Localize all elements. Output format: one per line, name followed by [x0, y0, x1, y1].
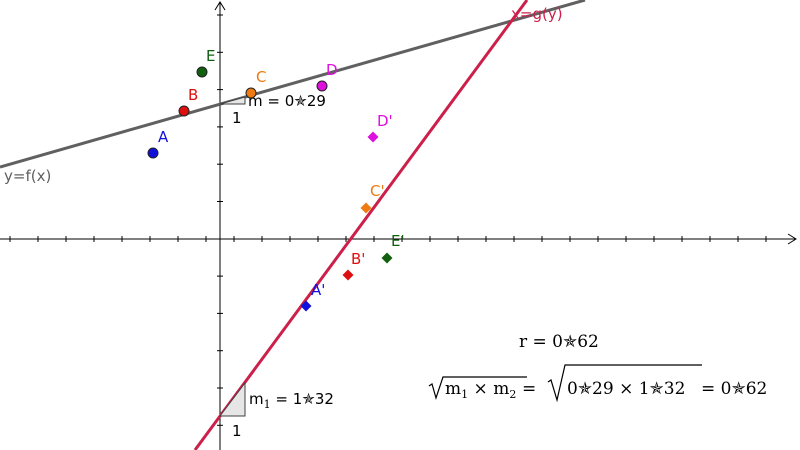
point-B[interactable]: [178, 105, 190, 117]
point-A[interactable]: [147, 147, 159, 159]
point-C[interactable]: [245, 87, 257, 99]
x-axis-arrow-icon: [787, 233, 797, 245]
sqrt-right-radical: [547, 364, 702, 403]
r-value-text: r = 0✯62: [519, 332, 599, 352]
point-label-C: C: [256, 68, 266, 86]
line-g-label: x=g(y): [511, 5, 563, 23]
point-E-prime[interactable]: [381, 252, 393, 264]
point-label-B-prime: B': [351, 250, 365, 268]
point-label-D-prime: D': [377, 112, 393, 130]
formula-equals-1: =: [522, 379, 536, 399]
point-label-A-prime: A': [311, 281, 325, 299]
point-B-prime[interactable]: [342, 269, 354, 281]
point-E[interactable]: [196, 66, 208, 78]
y-axis-arrow-icon: [214, 1, 226, 11]
line-f[interactable]: [0, 0, 586, 169]
slope-g-run-label: 1: [232, 422, 242, 440]
point-label-B: B: [188, 86, 198, 104]
point-D[interactable]: [316, 80, 328, 92]
point-D-prime[interactable]: [367, 131, 379, 143]
y-axis-ticks: [217, 14, 223, 426]
point-A-prime[interactable]: [300, 300, 312, 312]
sqrt-left-content: m1 × m2: [445, 379, 516, 401]
line-g[interactable]: [193, 0, 529, 450]
slope-f-run-label: 1: [232, 109, 242, 127]
point-C-prime[interactable]: [360, 202, 372, 214]
x-axis-ticks: [9, 236, 767, 242]
point-label-A: A: [158, 128, 169, 146]
line-f-label: y=f(x): [4, 167, 51, 185]
sqrt-formula: m1 × m2 = 0✯29 × 1✯32 = 0✯62: [428, 364, 767, 403]
sqrt-left-radical: [428, 376, 527, 401]
points-layer: A B C D E A' B' C' D' E': [147, 47, 405, 312]
sqrt-right-content: 0✯29 × 1✯32: [567, 379, 685, 399]
slope-triangle-f: m = 0✯29 1: [219, 92, 326, 127]
point-label-D: D: [326, 61, 338, 79]
point-label-E-prime: E': [391, 232, 405, 250]
point-label-E: E: [206, 47, 215, 65]
slope-triangle-g: m1 = 1✯32 1: [218, 381, 334, 440]
formula-result: = 0✯62: [701, 379, 767, 399]
slope-g-label: m1 = 1✯32: [249, 390, 334, 411]
slope-f-label: m = 0✯29: [248, 92, 326, 110]
point-label-C-prime: C': [370, 182, 385, 200]
